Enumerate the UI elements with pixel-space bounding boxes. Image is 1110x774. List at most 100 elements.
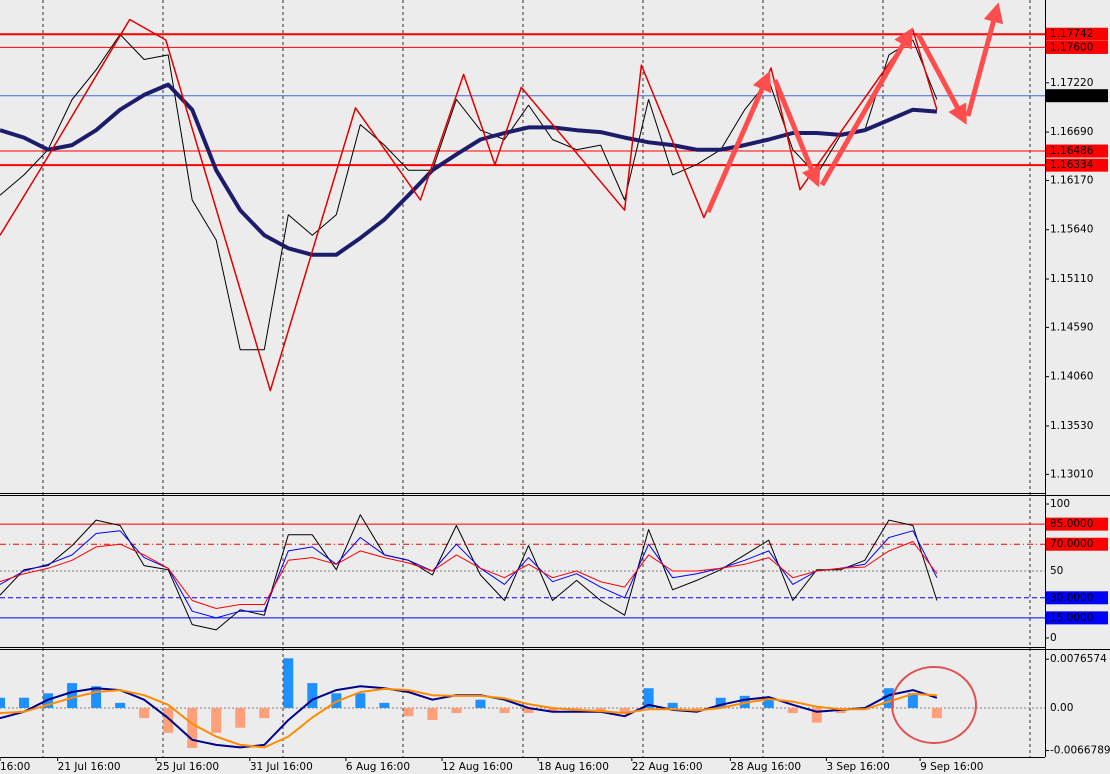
series-line [0, 514, 938, 631]
histogram-bar [523, 707, 534, 714]
histogram-bar [139, 707, 150, 719]
y-tick-label: 0 [1050, 632, 1057, 644]
series-line [0, 541, 938, 609]
histogram-bar [787, 707, 798, 714]
y-tick-label: 1.14590 [1050, 321, 1093, 333]
y-tick-label: 1.13530 [1050, 420, 1093, 432]
level-label-box [1046, 517, 1108, 531]
plot-area [0, 18, 1045, 749]
x-tick-label: 18 Aug 16:00 [538, 761, 609, 773]
histogram-bar [235, 707, 246, 728]
level-label: 15.0000 [1050, 612, 1093, 624]
histogram-bar [19, 697, 30, 708]
y-tick-label: 0.0076574 [1050, 653, 1107, 665]
histogram-bar [355, 693, 366, 708]
series-line [0, 33, 938, 351]
arrow [915, 32, 967, 125]
histogram-bar [907, 693, 918, 708]
histogram-bar [427, 707, 438, 721]
histogram-bar [619, 707, 630, 714]
x-tick-label: 16:00 [0, 761, 30, 773]
x-tick-label: 21 Jul 16:00 [58, 761, 121, 773]
x-tick-label: 6 Aug 16:00 [346, 761, 410, 773]
y-tick-label: 1.17220 [1050, 77, 1093, 89]
level-label: 0.00 [1050, 702, 1073, 714]
histogram-bar [379, 702, 390, 708]
level-label: 50 [1050, 565, 1063, 577]
y-tick-label: 1.14060 [1050, 371, 1093, 383]
axis-labels: 1.13010 1.13530 1.14060 1.14590 1.15110 1.156… [0, 27, 1110, 773]
highlight-circle [891, 666, 977, 744]
level-label: 1.17600 [1050, 41, 1093, 53]
x-tick-label: 12 Aug 16:00 [442, 761, 513, 773]
histogram-bar [211, 707, 222, 733]
histogram-bar [547, 707, 558, 712]
level-label-box [1046, 144, 1108, 158]
x-tick-label: 22 Aug 16:00 [632, 761, 703, 773]
histogram-bar [595, 707, 606, 712]
arrow [772, 79, 821, 188]
level-label-box [1046, 40, 1108, 54]
y-tick-label: 1.16170 [1050, 174, 1093, 186]
level-label: 1.17081 [1050, 90, 1093, 102]
y-tick-label: 1.13010 [1050, 468, 1093, 480]
vertical-grid [42, 0, 1031, 757]
y-tick-label: 1.16690 [1050, 126, 1093, 138]
histogram-bar [283, 658, 294, 708]
level-label-box [1046, 27, 1108, 41]
series-line [0, 687, 937, 749]
histogram-bar [475, 699, 486, 708]
histogram-bar [67, 683, 78, 708]
arrow [965, 2, 1004, 117]
level-label-box [1046, 89, 1108, 103]
level-label: 1.16334 [1050, 159, 1094, 171]
series-line [0, 82, 938, 257]
histogram-bar [259, 707, 270, 719]
histogram-bar [91, 686, 102, 708]
histogram-bar [163, 707, 174, 733]
y-tick-label: 1.15640 [1050, 224, 1093, 236]
histogram-bar [931, 707, 942, 719]
y-tick-label: 1.15110 [1050, 273, 1093, 285]
histogram-bar [763, 697, 774, 708]
histogram-bar [667, 702, 678, 708]
panel [0, 514, 1045, 631]
level-label-box [1046, 537, 1108, 551]
x-tick-label: 3 Sep 16:00 [826, 761, 889, 773]
annotations [705, 2, 1004, 744]
panel [0, 18, 1045, 392]
y-tick-label: -0.0066789 [1050, 744, 1110, 756]
level-label: 85.0000 [1050, 518, 1093, 530]
histogram-bar [715, 697, 726, 708]
histogram-bar [115, 702, 126, 708]
level-label-box [1046, 158, 1108, 172]
level-label: 30.0000 [1050, 592, 1093, 604]
histogram-bar [0, 697, 5, 708]
histogram-bar [811, 707, 822, 723]
series-line [0, 18, 938, 392]
frame [0, 0, 1110, 758]
y-tick-label: 100 [1050, 498, 1070, 510]
histogram-bar [883, 688, 894, 708]
x-tick-label: 25 Jul 16:00 [156, 761, 219, 773]
level-label-box [1046, 591, 1108, 605]
histogram-bar [451, 707, 462, 714]
histogram-bar [187, 707, 198, 749]
x-tick-label: 28 Aug 16:00 [730, 761, 801, 773]
panel [0, 658, 1045, 749]
x-tick-label: 9 Sep 16:00 [920, 761, 983, 773]
histogram-bar [403, 707, 414, 717]
arrow [819, 27, 913, 187]
level-label: 1.17742 [1050, 28, 1093, 40]
level-label-box [1046, 611, 1108, 625]
level-label: 1.16486 [1050, 145, 1094, 157]
x-tick-label: 31 Jul 16:00 [250, 761, 313, 773]
histogram-bar [643, 688, 654, 708]
histogram-bar [307, 683, 318, 708]
histogram-bar [499, 707, 510, 714]
level-label: 70.0000 [1050, 538, 1093, 550]
arrow [705, 70, 772, 214]
